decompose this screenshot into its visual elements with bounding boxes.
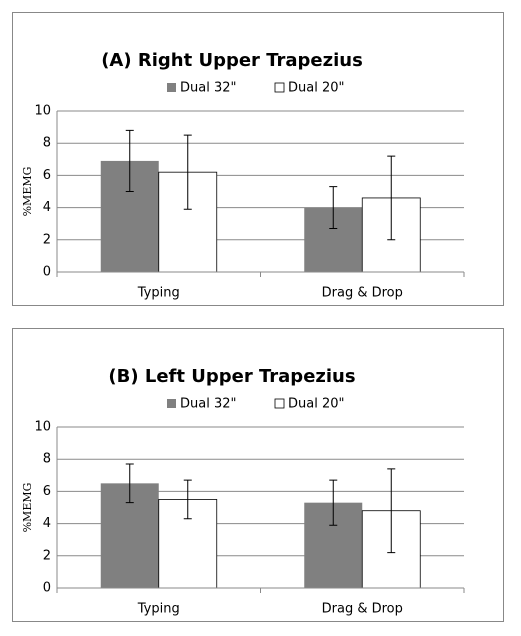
error-bar [125,463,134,504]
y-axis-label: %MEMG [21,167,34,217]
error-bar [125,129,134,192]
y-tick-label: 10 [34,420,51,435]
error-bar [387,468,396,554]
x-tick-label: Typing [137,286,180,301]
legend-swatch [167,83,176,92]
chart-panel: (B) Left Upper Trapezius 0 2 4 6 8 10 %MEMG Dual… [12,328,504,622]
chart-title: (A) Right Upper Trapezius [101,50,363,71]
panel-border [12,328,504,622]
error-bar [183,479,192,520]
x-tick-label: Drag & Drop [322,286,403,301]
chart-panel: (A) Right Upper Trapezius 0 2 4 6 8 10 %MEMG Dua… [12,12,504,306]
chart-title: (B) Left Upper Trapezius [108,366,355,387]
legend-swatch [274,398,285,409]
y-axis-label: %MEMG [21,483,34,533]
legend-label: Dual 20" [288,397,344,412]
panel-border [12,12,504,306]
y-tick-label: 10 [34,104,51,119]
x-tick-label: Drag & Drop [322,602,403,617]
y-tick-label: 8 [43,136,51,151]
y-tick-label: 8 [43,452,51,467]
y-tick-label: 2 [43,548,51,563]
y-tick-label: 4 [43,200,51,215]
legend-swatch [167,399,176,408]
error-bar [183,134,192,210]
y-tick-label: 2 [43,232,51,247]
y-tick-label: 6 [43,168,51,183]
y-tick-label: 0 [43,265,51,280]
error-bar [329,186,338,230]
y-tick-label: 6 [43,484,51,499]
x-tick-label: Typing [137,602,180,617]
error-bar [329,479,338,526]
y-tick-label: 4 [43,516,51,531]
legend-label: Dual 20" [288,81,344,96]
legend-label: Dual 32" [180,81,236,96]
legend-label: Dual 32" [180,397,236,412]
y-tick-label: 0 [43,581,51,596]
error-bar [387,155,396,241]
legend-swatch [274,82,285,93]
